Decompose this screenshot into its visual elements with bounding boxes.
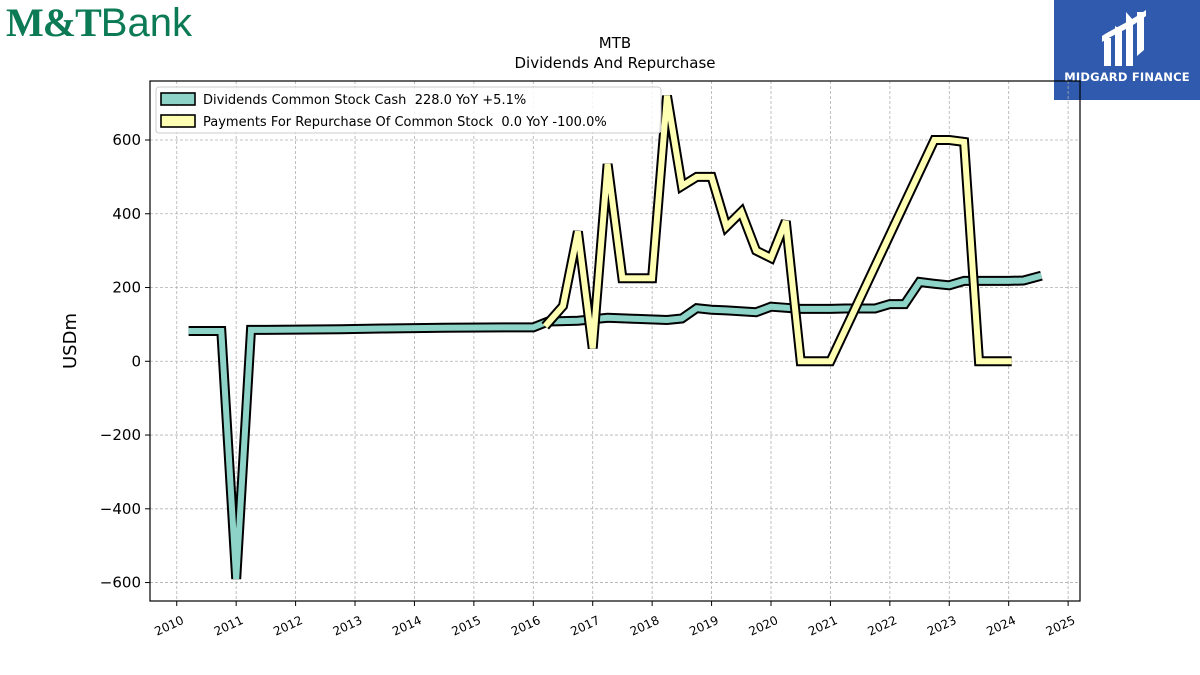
midgard-finance-logo: MIDGARD FINANCE — [1054, 0, 1200, 100]
series-line-1 — [542, 95, 1012, 365]
x-tick-label: 2015 — [450, 613, 484, 639]
legend-swatch-dividends — [160, 92, 196, 106]
x-tick-label: 2011 — [212, 613, 246, 639]
y-tick-label: −600 — [100, 574, 141, 592]
mt-bank-logo-mark: M&T — [6, 0, 102, 45]
x-tick-label: 2012 — [271, 613, 305, 639]
x-tick-label: 2013 — [331, 613, 365, 639]
y-tick-label: 0 — [131, 352, 141, 370]
series-layer — [188, 94, 1043, 580]
legend: Dividends Common Stock Cash 228.0 YoY +5… — [155, 86, 662, 134]
y-axis-label: USDm — [60, 313, 81, 369]
legend-box — [155, 86, 662, 134]
y-axis: −600 −400 −200 0 200 400 600 — [100, 131, 150, 592]
x-tick-label: 2017 — [568, 613, 602, 639]
legend-label-dividends: Dividends Common Stock Cash 228.0 YoY +5… — [203, 93, 526, 108]
y-tick-label: 200 — [112, 279, 141, 297]
chart-title: MTB — [599, 34, 631, 52]
x-tick-label: 2021 — [806, 613, 840, 639]
x-tick-label: 2020 — [747, 613, 781, 639]
y-tick-label: −200 — [100, 426, 141, 444]
y-tick-label: 400 — [112, 205, 141, 223]
x-tick-label: 2018 — [628, 613, 662, 639]
midgard-finance-text: MIDGARD FINANCE — [1064, 70, 1190, 84]
x-tick-label: 2024 — [984, 613, 1018, 639]
series-line-0 — [188, 272, 1043, 580]
series-outline-0 — [188, 270, 1043, 580]
x-tick-label: 2016 — [509, 613, 543, 639]
y-tick-label: 600 — [112, 131, 141, 149]
x-tick-label: 2010 — [152, 613, 186, 639]
grid — [150, 81, 1080, 601]
legend-label-repurchase: Payments For Repurchase Of Common Stock … — [203, 115, 607, 130]
x-tick-label: 2023 — [925, 613, 959, 639]
midgard-logo-icon — [1102, 10, 1146, 66]
chart-subtitle: Dividends And Repurchase — [514, 54, 715, 72]
x-tick-label: 2019 — [687, 613, 721, 639]
mt-bank-logo: M&TBank — [6, 0, 192, 45]
x-tick-label: 2014 — [390, 613, 424, 639]
x-tick-label: 2025 — [1044, 613, 1078, 639]
legend-swatch-repurchase — [160, 114, 196, 128]
y-tick-label: −400 — [100, 500, 141, 518]
x-axis: 2010 2011 2012 2013 2014 2015 2016 2017 2018 2019… — [152, 601, 1077, 639]
x-tick-label: 2022 — [866, 613, 900, 639]
plot-frame — [149, 80, 1081, 602]
mt-bank-logo-word: Bank — [100, 1, 192, 45]
